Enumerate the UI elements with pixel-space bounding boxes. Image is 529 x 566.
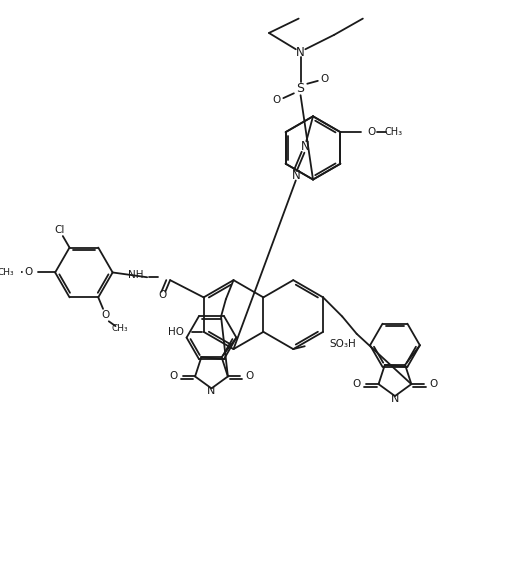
Text: SO₃H: SO₃H bbox=[330, 339, 357, 349]
Text: O: O bbox=[367, 127, 375, 137]
Text: O: O bbox=[321, 74, 329, 84]
Text: N: N bbox=[291, 169, 300, 182]
Text: O: O bbox=[272, 95, 281, 105]
Text: N: N bbox=[391, 394, 399, 404]
Text: CH₃: CH₃ bbox=[111, 324, 127, 332]
Text: O: O bbox=[158, 290, 167, 301]
Text: N: N bbox=[301, 140, 310, 153]
Text: HO: HO bbox=[168, 327, 185, 337]
Text: N: N bbox=[296, 46, 305, 59]
Text: NH: NH bbox=[128, 271, 143, 280]
Text: CH₃: CH₃ bbox=[384, 127, 402, 137]
Text: O: O bbox=[24, 268, 32, 277]
Text: O: O bbox=[429, 379, 437, 389]
Text: O: O bbox=[102, 310, 110, 320]
Text: O: O bbox=[246, 371, 254, 381]
Text: Cl: Cl bbox=[55, 225, 65, 235]
Text: O: O bbox=[352, 379, 361, 389]
Text: O: O bbox=[169, 371, 177, 381]
Text: S: S bbox=[297, 82, 305, 95]
Text: N: N bbox=[207, 386, 216, 396]
Text: CH₃: CH₃ bbox=[0, 268, 14, 277]
